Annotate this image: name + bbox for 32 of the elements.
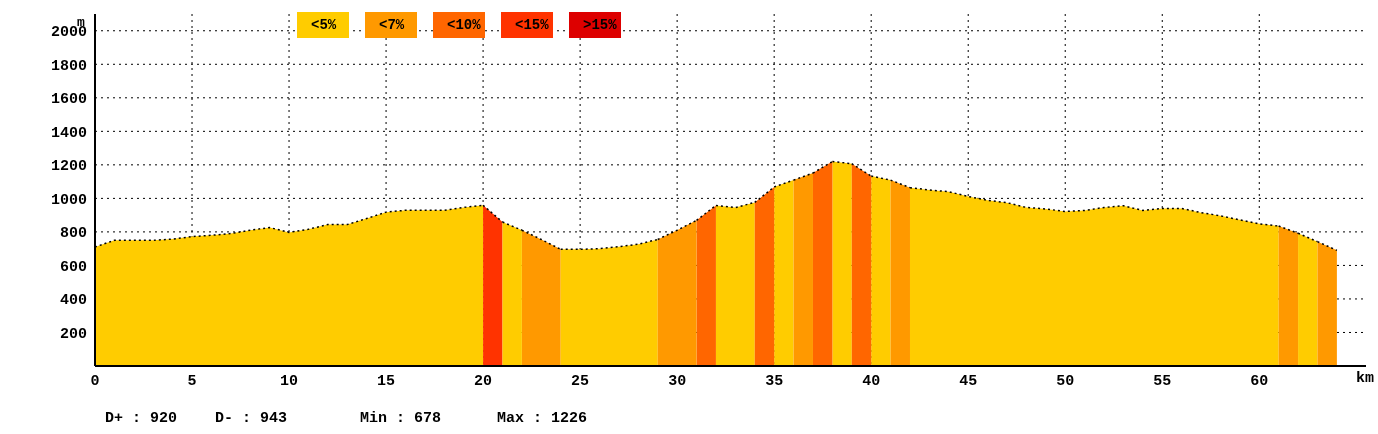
x-tick-label: 35 bbox=[765, 372, 784, 390]
text: Min : 678 bbox=[360, 410, 442, 427]
y-tick-label: 1600 bbox=[50, 91, 87, 109]
x-axis-title: km bbox=[1356, 370, 1375, 387]
x-tick-label: 60 bbox=[1250, 372, 1269, 390]
x-tick-label: 10 bbox=[280, 372, 299, 390]
y-tick-label: 200 bbox=[59, 325, 87, 343]
y-tick-label: 1800 bbox=[50, 57, 87, 75]
x-tick-label: 25 bbox=[571, 372, 590, 390]
x-tick-label: 5 bbox=[187, 372, 197, 390]
y-tick-label: 600 bbox=[59, 258, 87, 276]
y-tick-label: 800 bbox=[59, 225, 87, 243]
legend-label: <15% bbox=[515, 12, 553, 38]
y-tick-label: 1000 bbox=[50, 191, 87, 209]
x-tick-label: 30 bbox=[668, 372, 687, 390]
x-tick-label: 55 bbox=[1153, 372, 1172, 390]
x-tick-label: 15 bbox=[377, 372, 396, 390]
x-tick-label: 50 bbox=[1056, 372, 1075, 390]
x-tick-label: 45 bbox=[959, 372, 978, 390]
y-tick-label: 1200 bbox=[50, 158, 87, 176]
x-tick-label: 40 bbox=[862, 372, 881, 390]
text: D- : 943 bbox=[215, 410, 288, 427]
legend-label: <10% bbox=[447, 12, 485, 38]
y-tick-label: 1400 bbox=[50, 124, 87, 142]
text: D+ : 920 bbox=[105, 410, 178, 427]
legend-label: <7% bbox=[379, 12, 417, 38]
text: Max : 1226 bbox=[497, 410, 588, 427]
x-tick-label: 20 bbox=[474, 372, 493, 390]
legend-label: <5% bbox=[311, 12, 349, 38]
x-tick-label: 0 bbox=[90, 372, 100, 390]
legend-label: >15% bbox=[583, 12, 621, 38]
y-tick-label: 400 bbox=[59, 292, 87, 310]
